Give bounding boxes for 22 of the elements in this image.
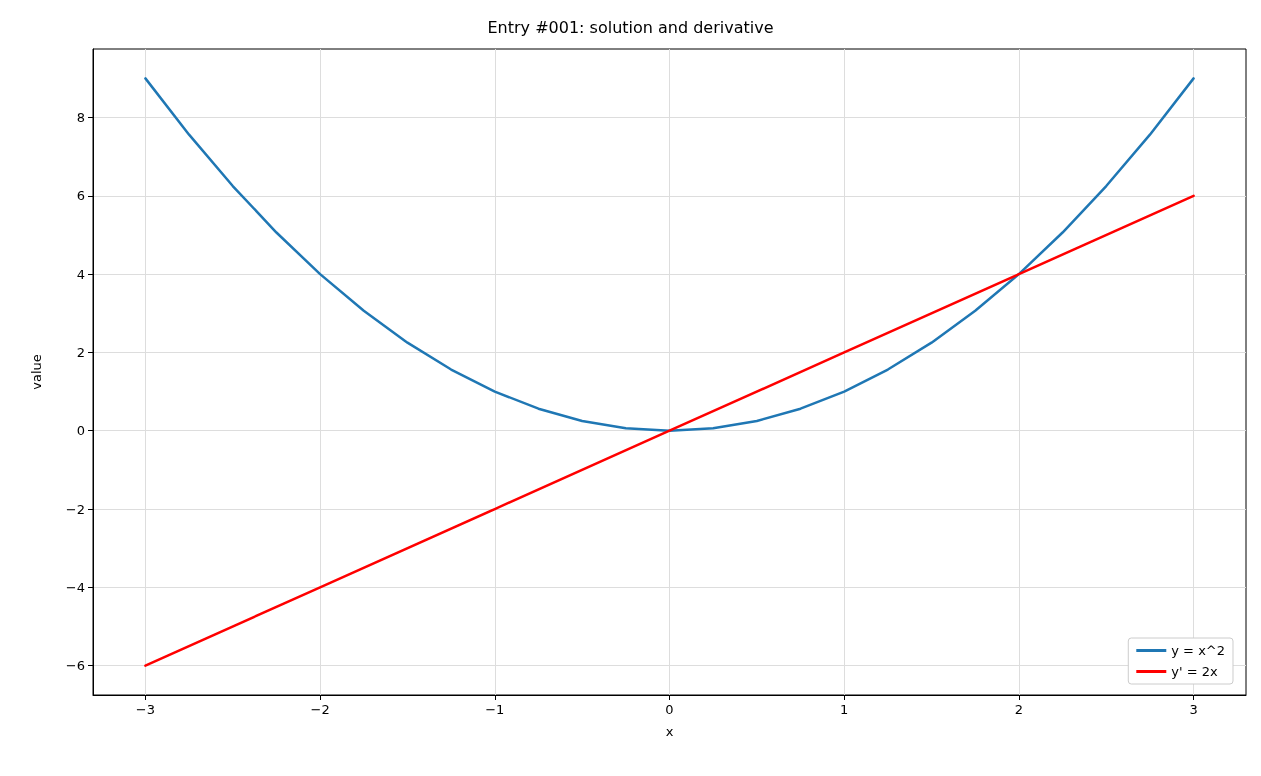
y-tick-label: −6 [65,658,85,674]
y-tick-label: 0 [76,423,85,439]
y-tick-label: 8 [76,110,85,126]
y-tick-label: 2 [76,344,85,360]
legend-label: y' = 2x [1171,664,1218,679]
line-series [144,194,1195,667]
x-tick-label: −1 [485,702,505,717]
x-tick-label: 3 [1189,702,1198,717]
x-tick-label: 0 [665,702,674,717]
x-tick-label: 1 [840,702,849,717]
y-tick-label: −2 [65,501,85,517]
legend-label: y = x^2 [1171,643,1226,658]
y-tick-label: −4 [65,579,85,595]
x-tick-label: −2 [310,702,330,717]
y-axis-title: value [29,354,44,390]
x-tick-label: 2 [1014,702,1024,717]
x-tick-label: −3 [135,702,155,717]
line-series [144,77,1195,432]
x-axis-title: x [665,724,674,739]
y-tick-label: 4 [76,266,85,282]
chart-title: Entry #001: solution and derivative [487,17,774,37]
y-tick-label: 6 [76,188,85,204]
